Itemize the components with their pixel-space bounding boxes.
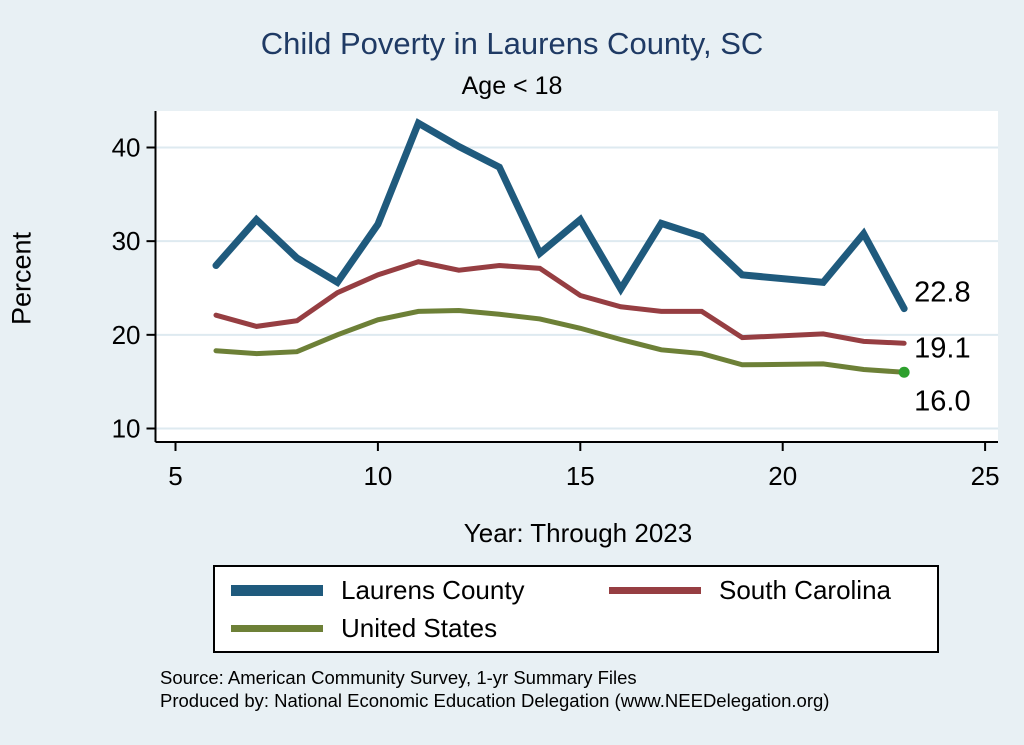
legend-item-south-carolina: South Carolina — [609, 575, 937, 606]
united-states-line — [213, 307, 907, 375]
x-tick-label-25: 25 — [971, 461, 1000, 491]
end-value-label-south-carolina: 19.1 — [914, 332, 970, 364]
chart-title: Child Poverty in Laurens County, SC — [260, 26, 764, 61]
y-axis-label: Percent — [6, 231, 37, 326]
x-axis-label: Year: Through 2023 — [463, 518, 693, 548]
end-value-label-laurens-county: 22.8 — [914, 277, 970, 309]
x-tick-label-10: 10 — [363, 461, 392, 491]
y-tick-label-20: 20 — [112, 320, 141, 350]
end-marker-united-states — [898, 366, 910, 378]
south-carolina-line — [213, 259, 907, 346]
legend-label-south-carolina: South Carolina — [719, 574, 891, 605]
legend-label-united-states: United States — [341, 612, 498, 643]
laurens-county-line-swatch — [231, 584, 323, 596]
x-tick-label-20: 20 — [768, 461, 797, 491]
united-states-line-swatch — [231, 624, 323, 632]
laurens-county-line — [212, 118, 908, 313]
legend: Laurens County South Carolina United Sta… — [213, 565, 939, 653]
plot-background — [155, 111, 998, 442]
x-tick-label-5: 5 — [168, 461, 182, 491]
legend-item-united-states: United States — [231, 613, 609, 644]
source-note: Source: American Community Survey, 1-yr … — [160, 667, 637, 688]
legend-label-laurens-county: Laurens County — [341, 574, 525, 605]
produced-by-note: Produced by: National Economic Education… — [160, 689, 830, 711]
south-carolina-line-swatch — [609, 586, 701, 594]
end-value-label-united-states: 16.0 — [914, 385, 970, 417]
x-tick-label-15: 15 — [566, 461, 595, 491]
footer-notes: Source: American Community Survey, 1-yr … — [160, 667, 829, 712]
y-tick-label-10: 10 — [112, 414, 141, 444]
chart-subtitle: Age < 18 — [461, 72, 563, 100]
y-tick-label-30: 30 — [112, 226, 141, 256]
y-tick-label-40: 40 — [112, 132, 141, 162]
legend-item-laurens-county: Laurens County — [231, 575, 609, 606]
